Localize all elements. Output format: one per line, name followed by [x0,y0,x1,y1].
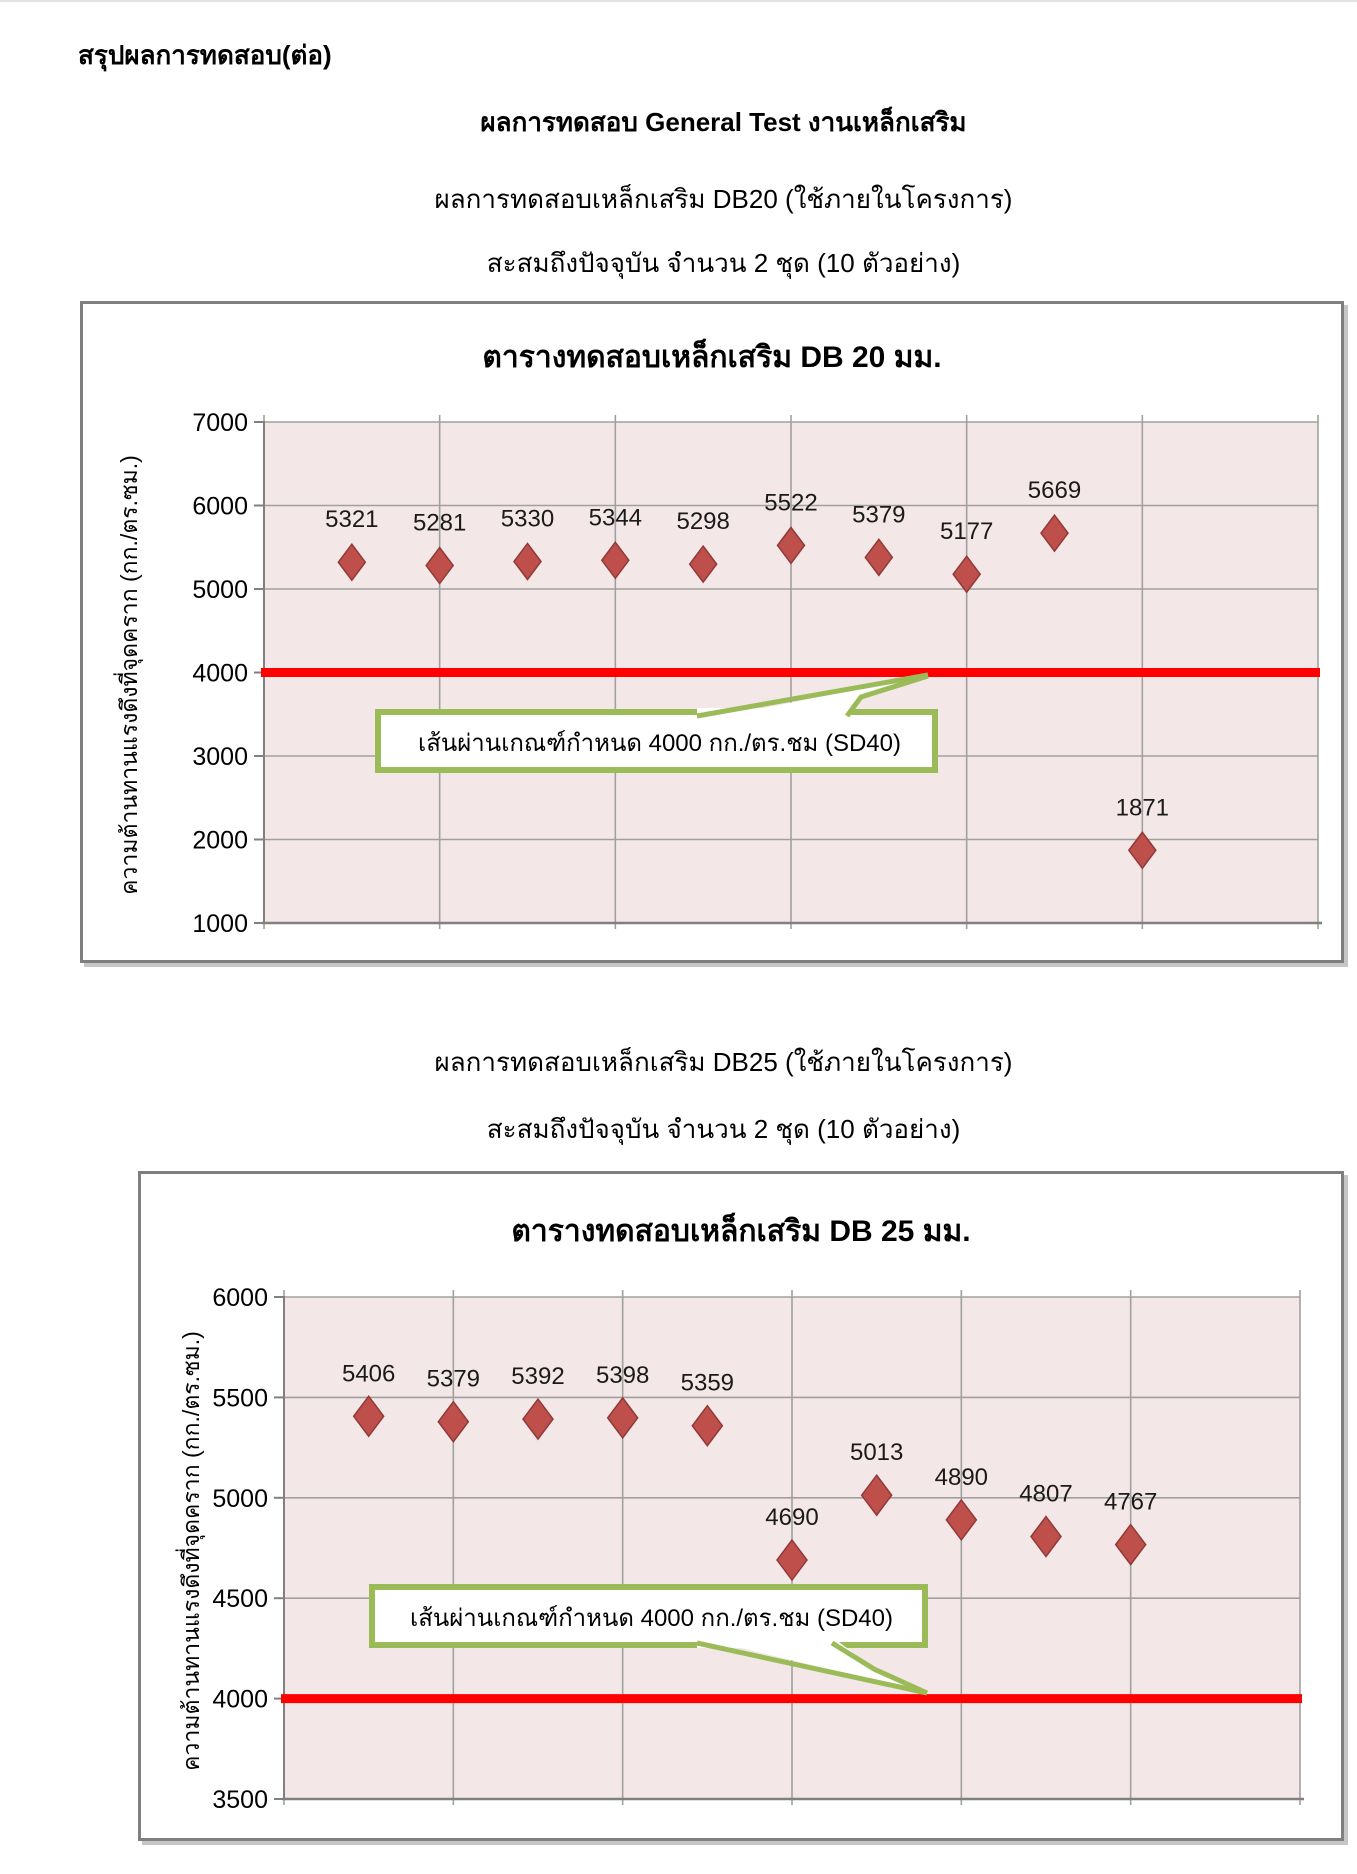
callout-box [369,1584,928,1648]
y-axis-tick-label: 4000 [212,1686,268,1714]
db20-section-line2: สะสมถึงปัจจุบัน จำนวน 2 ชุด (10 ตัวอย่าง… [486,248,961,278]
db25-chart-canvas: 3500 4000 4500 5000 5500 6000 5406 5379 5392 5398… [212,1284,1304,1814]
data-point-label: 5281 [413,510,466,537]
db25-section-line1: ผลการทดสอบเหล็กเสริม DB25 (ใช้ภายในโครงก… [434,1047,1013,1077]
data-point-marker [513,542,542,581]
data-point-label: 4807 [1019,1481,1072,1508]
data-point-label: 5406 [342,1360,395,1387]
data-point-label: 5379 [852,501,905,528]
data-point-marker [425,546,455,585]
data-point-label: 5298 [676,508,729,535]
db25-chart-figure: 3500 4000 4500 5000 5500 6000 5406 5379 5392 5398… [138,1171,1344,1841]
y-axis-tick-label: 3000 [192,743,248,771]
data-point-marker [600,541,630,580]
data-point-label: 5522 [764,489,817,516]
page-heading: สรุปผลการทดสอบ(ต่อ) [78,40,332,70]
db25-chart-title: ตารางทดสอบเหล็กเสริม DB 25 มม. [511,1215,971,1248]
data-point-marker [776,526,806,565]
y-axis-tick-label: 6000 [212,1284,268,1312]
y-axis-tick-label: 6000 [192,493,248,521]
y-axis-tick-label: 4000 [192,660,248,688]
data-point-marker [688,544,718,584]
data-point-label: 5392 [511,1363,564,1390]
data-point-marker [860,1473,893,1517]
data-point-label: 4890 [935,1464,988,1491]
data-point-label: 1871 [1116,794,1169,821]
db20-chart-figure: 1000 2000 3000 4000 5000 6000 7000 5321 5281 5330… [80,301,1344,963]
db20-chart-canvas: 1000 2000 3000 4000 5000 6000 7000 5321 5281 5330… [192,409,1322,938]
y-axis-tick-label: 2000 [192,827,248,855]
data-point-marker [864,538,894,577]
data-point-marker [1040,513,1069,553]
db25-y-axis-title: ความต้านทานแรงดึงที่จุดคราก (กก./ตร.ซม.) [178,1331,204,1771]
data-point-marker [1127,831,1157,870]
db25-section-line2: สะสมถึงปัจจุบัน จำนวน 2 ชุด (10 ตัวอย่าง… [486,1114,961,1144]
db20-chart-title: ตารางทดสอบเหล็กเสริม DB 20 มม. [482,341,942,374]
data-point-label: 5013 [850,1439,903,1466]
data-point-marker [1030,1515,1062,1558]
data-point-marker [337,542,367,582]
data-point-marker [522,1397,554,1441]
y-axis-tick-label: 3500 [212,1786,268,1814]
data-point-label: 5344 [589,504,642,531]
data-point-marker [776,1538,808,1582]
data-point-label: 4690 [765,1504,818,1531]
callout-opening [697,1641,832,1648]
data-point-label: 5669 [1028,477,1081,504]
db25-callout-text: เส้นผ่านเกณฑ์กำหนด 4000 กก./ตร.ชม (SD40) [409,1605,893,1632]
callout-arrow-edge [696,1640,928,1696]
subheading-general-test: ผลการทดสอบ General Test งานเหล็กเสริม [480,107,967,137]
y-axis-tick-label: 1000 [192,910,248,938]
y-axis-tick-label: 4500 [212,1585,268,1613]
data-point-label: 4767 [1104,1489,1157,1516]
callout-arrow-edge [696,672,929,719]
y-axis-tick-label: 5000 [192,576,248,604]
data-point-marker [691,1404,724,1447]
data-point-marker [437,1400,470,1443]
data-point-marker [1114,1523,1147,1566]
data-point-label: 5359 [681,1370,734,1397]
y-axis-tick-label: 5000 [212,1485,268,1513]
y-axis-tick-label: 5500 [212,1384,268,1412]
data-point-label: 5379 [427,1366,480,1393]
db20-callout-text: เส้นผ่านเกณฑ์กำหนด 4000 กก./ตร.ชม (SD40) [417,730,901,757]
callout-arrow-edge [830,1640,929,1696]
data-point-marker [352,1395,385,1438]
data-point-label: 5398 [596,1362,649,1389]
db20-section-line1: ผลการทดสอบเหล็กเสริม DB20 (ใช้ภายในโครงก… [434,184,1013,214]
callout-arrow-edge [844,673,929,718]
y-axis-tick-label: 7000 [192,409,248,437]
data-point-label: 5177 [940,518,993,545]
data-point-label: 5330 [501,505,554,532]
data-point-marker [606,1396,639,1440]
callout-opening [697,708,847,718]
db20-y-axis-title: ความต้านทานแรงดึงที่จุดคราก (กก./ตร.ซม.) [116,455,142,895]
data-point-marker [952,554,982,594]
data-point-marker [945,1498,978,1542]
data-point-label: 5321 [325,506,378,533]
